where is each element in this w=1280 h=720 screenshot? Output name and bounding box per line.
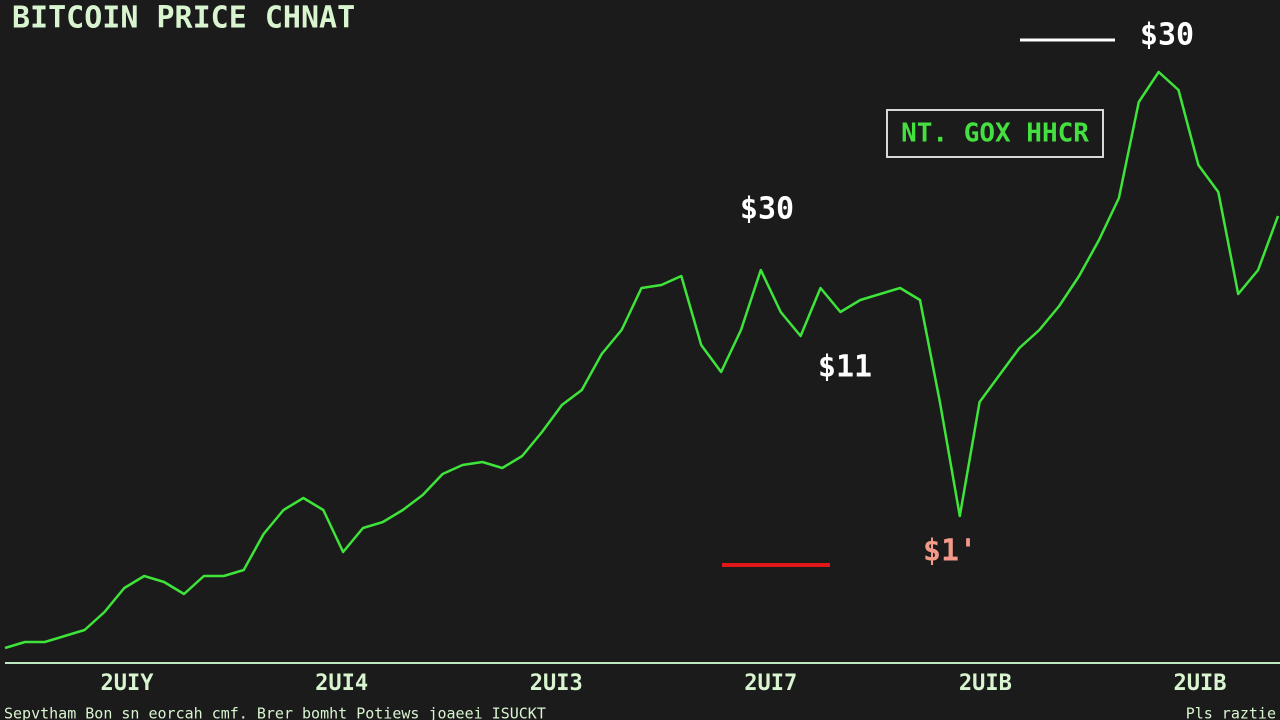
x-tick-label: 2UIB (959, 671, 1012, 696)
annotation: $30 (1140, 18, 1194, 53)
x-tick-label: 2UIB (1174, 671, 1227, 696)
annotation-box (886, 109, 1104, 158)
annotation: NT. GOX HHCR (901, 119, 1089, 149)
annotation: $11 (818, 350, 872, 385)
footnote: Sepvtham Bon sn eorcah cmf. Brer bomht P… (4, 705, 546, 720)
annotation: $30 (740, 192, 794, 227)
price-line (4, 70, 1280, 650)
annotation: $1' (923, 534, 977, 569)
x-tick-label: 2UIY (101, 671, 155, 696)
credit: Pls raztie (1186, 705, 1276, 720)
x-tick-label: 2UI3 (530, 671, 583, 696)
chart-title: BITCOIN PRICE CHNAT (12, 1, 355, 36)
x-tick-label: 2UI4 (315, 671, 368, 696)
x-tick-label: 2UI7 (744, 671, 797, 696)
